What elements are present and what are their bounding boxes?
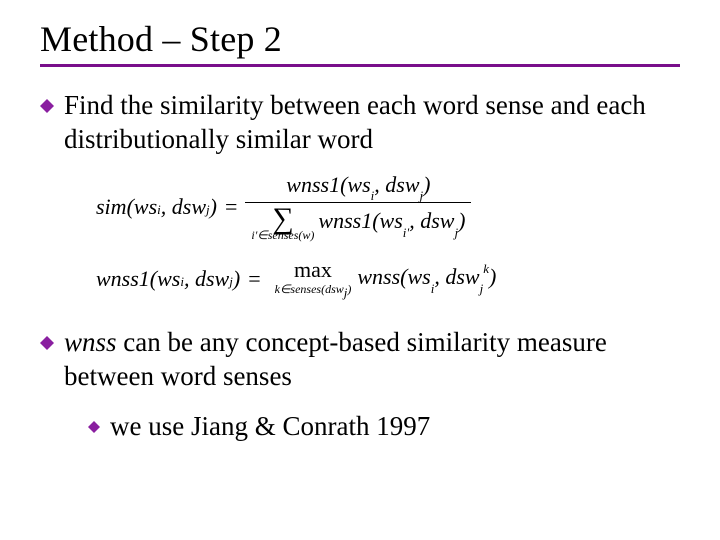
sub-i: i bbox=[431, 281, 435, 296]
bullet-2-rest: can be any concept-based similarity meas… bbox=[64, 327, 607, 391]
arg-ws: ws bbox=[380, 208, 403, 233]
formula-wnss1-lhs: wnss1(wsi, dswj) bbox=[96, 265, 240, 293]
sub-j: j bbox=[229, 274, 233, 290]
sup-k: k bbox=[483, 261, 489, 276]
equals-sign: = bbox=[248, 265, 260, 293]
arg-dsw: dsw bbox=[195, 265, 229, 293]
diamond-bullet-icon bbox=[88, 421, 100, 433]
bullet-2-sub-text: we use Jiang & Conrath 1997 bbox=[110, 410, 680, 444]
sub-iprime: i' bbox=[403, 225, 409, 240]
bullet-2: wnss can be any concept-based similarity… bbox=[40, 326, 680, 394]
sub-i: i bbox=[371, 188, 375, 203]
fraction-numerator: wnss1(wsi, dswj) bbox=[280, 173, 436, 203]
arg-ws: ws bbox=[347, 172, 370, 197]
sub-j: j bbox=[454, 225, 458, 240]
sub-j: j bbox=[480, 281, 484, 296]
bullet-1: Find the similarity between each word se… bbox=[40, 89, 680, 157]
fn-wnss1: wnss1 bbox=[286, 172, 340, 197]
fraction-denominator: ∑ i'∈senses(w) wnss1(wsi', dswj) bbox=[245, 203, 471, 241]
arg-dsw: dsw bbox=[445, 264, 479, 289]
slide: Method – Step 2 Find the similarity betw… bbox=[0, 0, 720, 540]
max-limit-base: dsw bbox=[325, 282, 344, 296]
max-symbol: max bbox=[294, 259, 332, 281]
bullet-2-lead: wnss bbox=[64, 327, 117, 357]
arg-ws: ws bbox=[134, 193, 157, 221]
sub-j: j bbox=[206, 202, 210, 218]
sub-j: j bbox=[420, 188, 424, 203]
fraction: wnss1(wsi, dswj) ∑ i'∈senses(w) wnss1(ws… bbox=[245, 173, 471, 241]
equals-sign: = bbox=[225, 193, 237, 221]
summation-icon: ∑ i'∈senses(w) bbox=[251, 205, 314, 241]
max-limit-sub: j bbox=[344, 285, 348, 300]
max-limit-prefix: k∈senses( bbox=[275, 282, 325, 296]
fn-wnss1: wnss1 bbox=[96, 265, 150, 293]
max-limit-suffix: ) bbox=[347, 282, 351, 296]
arg-ws: ws bbox=[408, 264, 431, 289]
max-limit: k∈senses(dswj) bbox=[275, 283, 352, 298]
arg-dsw: dsw bbox=[172, 193, 206, 221]
title-block: Method – Step 2 bbox=[40, 18, 680, 67]
diamond-bullet-icon bbox=[40, 336, 54, 350]
bullet-1-text: Find the similarity between each word se… bbox=[64, 89, 680, 157]
title-underline bbox=[40, 64, 680, 67]
fn-wnss: wnss bbox=[357, 264, 400, 289]
formula-block: sim(wsi, dswj) = wnss1(wsi, dswj) ∑ i'∈s… bbox=[96, 173, 680, 299]
slide-title: Method – Step 2 bbox=[40, 18, 680, 60]
bullet-2-text: wnss can be any concept-based similarity… bbox=[64, 326, 680, 394]
sub-i: i bbox=[180, 274, 184, 290]
formula-sim: sim(wsi, dswj) = wnss1(wsi, dswj) ∑ i'∈s… bbox=[96, 173, 680, 241]
arg-dsw: dsw bbox=[385, 172, 419, 197]
formula-wnss1-rhs: wnss(wsi, dswjk) bbox=[357, 263, 496, 294]
denominator-term: wnss1(wsi', dswj) bbox=[318, 209, 465, 237]
slide-body: Find the similarity between each word se… bbox=[40, 89, 680, 444]
arg-dsw: dsw bbox=[420, 208, 454, 233]
formula-sim-lhs: sim(wsi, dswj) bbox=[96, 193, 217, 221]
formula-wnss1: wnss1(wsi, dswj) = max k∈senses(dswj) wn… bbox=[96, 259, 680, 298]
arg-ws: ws bbox=[157, 265, 180, 293]
fn-sim: sim bbox=[96, 193, 127, 221]
max-operator: max k∈senses(dswj) bbox=[275, 259, 352, 298]
diamond-bullet-icon bbox=[40, 99, 54, 113]
summation-limit: i'∈senses(w) bbox=[251, 230, 314, 241]
bullet-2-sub: we use Jiang & Conrath 1997 bbox=[88, 410, 680, 444]
fn-wnss1: wnss1 bbox=[318, 208, 372, 233]
sub-i: i bbox=[157, 202, 161, 218]
